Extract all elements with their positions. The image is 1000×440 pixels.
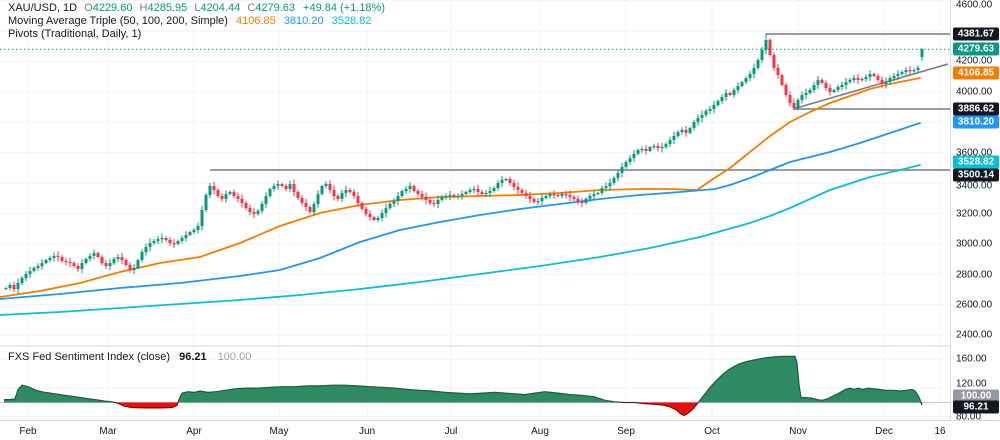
low-key: L (194, 2, 201, 14)
ma100-line (0, 122, 921, 300)
symbol-title: XAU/USD, 1D (8, 2, 78, 14)
price-badge: 3886.62 (953, 102, 999, 116)
moving-average-lines[interactable] (0, 77, 921, 316)
price-tick-label: 3000.00 (956, 238, 993, 250)
price-tick-label: 80.00 (956, 411, 982, 423)
low-value: 4204.44 (200, 2, 241, 14)
price-tick-label: 3200.00 (956, 208, 993, 220)
symbol-legend-row[interactable]: XAU/USD, 1D O4229.60 H4285.95 L4204.44 C… (8, 2, 385, 15)
pivots-legend-row[interactable]: Pivots (Traditional, Daily, 1) (8, 28, 385, 41)
ma-indicator-title: Moving Average Triple (50, 100, 200, Sim… (8, 15, 228, 27)
close-key: C (247, 2, 256, 14)
time-tick-label: Dec (875, 426, 893, 437)
main-legend: XAU/USD, 1D O4229.60 H4285.95 L4204.44 C… (8, 2, 385, 41)
open-value: 4229.60 (92, 2, 133, 14)
price-tick-label: 2800.00 (956, 269, 993, 281)
price-badge: 4381.67 (953, 27, 999, 41)
high-key: H (139, 2, 148, 14)
ma50-line (0, 77, 921, 298)
time-tick-label: Sep (617, 426, 635, 437)
ma-legend-row[interactable]: Moving Average Triple (50, 100, 200, Sim… (8, 15, 385, 28)
time-tick-label: Jun (358, 426, 376, 437)
time-tick-label: 16 (934, 426, 946, 437)
time-tick-label: Jul (444, 426, 458, 437)
price-tick-label: 160.00 (956, 353, 987, 365)
change-value: +49.84 (+1.18%) (303, 2, 385, 14)
ma100-value: 3810.20 (283, 15, 324, 27)
price-badge: 100.00 (953, 389, 999, 403)
price-tick-label: 2400.00 (956, 329, 993, 341)
time-axis[interactable]: Feb Mar Apr May Jun Jul Aug Sep Oct Nov Dec 16 (0, 420, 1000, 440)
ma200-value: 3528.82 (331, 15, 372, 27)
time-tick-label: Aug (531, 426, 549, 437)
time-tick-label: Mar (99, 426, 117, 437)
price-tick-label: 4000.00 (956, 86, 993, 98)
price-tick-label: 2600.00 (956, 299, 993, 311)
price-tick-label: 4600.00 (956, 0, 993, 11)
price-tick-label: 4200.00 (956, 55, 993, 67)
sentiment-baseline-value: 100.00 (217, 351, 252, 363)
high-value: 4285.95 (147, 2, 188, 14)
price-badge: 4279.63 (953, 42, 999, 56)
ma200-line (0, 164, 921, 316)
price-scale[interactable]: 4600.00 4200.00 4000.00 3600.00 3400.00 3200.… (950, 0, 1000, 423)
candles-layer[interactable] (4, 33, 924, 294)
sentiment-title: FXS Fed Sentiment Index (close) (8, 351, 171, 363)
time-tick-label: Nov (789, 426, 807, 437)
price-badge: 3810.20 (953, 115, 999, 129)
sentiment-value: 96.21 (179, 351, 207, 363)
price-badge: 3528.82 (953, 155, 999, 169)
pivot-lines-layer[interactable] (210, 33, 950, 171)
price-badge: 96.21 (953, 400, 999, 414)
time-tick-label: May (269, 426, 289, 437)
pivots-indicator-title: Pivots (Traditional, Daily, 1) (8, 28, 142, 40)
price-badge: 4106.85 (953, 66, 999, 80)
price-tick-label: 3400.00 (956, 180, 993, 192)
close-value: 4279.63 (255, 2, 295, 14)
time-tick-label: Apr (186, 426, 202, 437)
price-tick-label: 120.00 (956, 378, 987, 390)
price-tick-label: 3600.00 (956, 147, 993, 159)
sentiment-legend[interactable]: FXS Fed Sentiment Index (close) 96.21 10… (8, 351, 251, 364)
sentiment-area (0, 355, 950, 417)
open-key: O (84, 2, 93, 14)
time-tick-label: Feb (19, 426, 37, 437)
time-tick-label: Oct (704, 426, 720, 437)
ma50-value: 4106.85 (235, 15, 276, 27)
price-badge: 3500.14 (953, 168, 999, 182)
